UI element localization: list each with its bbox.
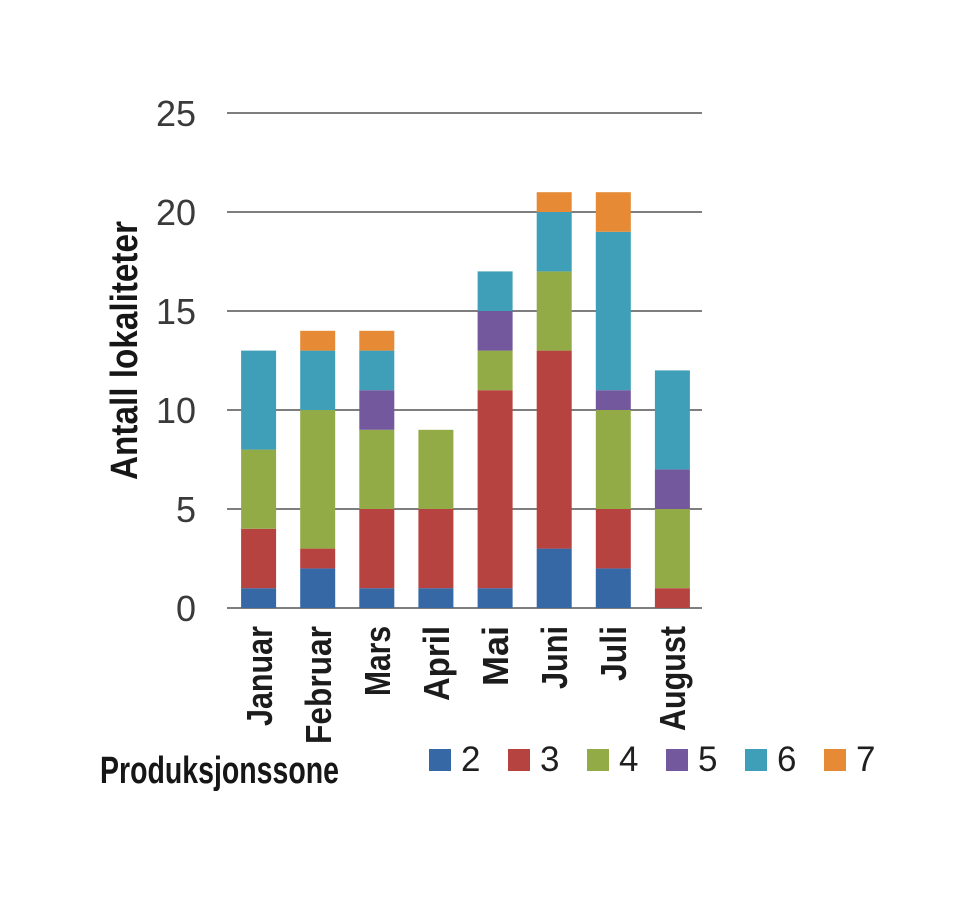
svg-text:25: 25 (156, 93, 196, 134)
svg-text:7: 7 (856, 740, 875, 779)
svg-text:10: 10 (156, 390, 196, 431)
svg-text:20: 20 (156, 192, 196, 233)
svg-text:5: 5 (698, 740, 717, 779)
svg-text:Juni: Juni (534, 626, 575, 689)
svg-text:0: 0 (176, 588, 196, 629)
svg-text:Mai: Mai (475, 626, 516, 686)
svg-text:Antall lokaliteter: Antall lokaliteter (104, 221, 146, 480)
svg-text:15: 15 (156, 291, 196, 332)
svg-text:Juli: Juli (593, 626, 634, 681)
svg-text:6: 6 (777, 740, 796, 779)
svg-text:April: April (416, 626, 457, 701)
svg-text:Produksjonssone: Produksjonssone (100, 750, 339, 792)
svg-text:Mars: Mars (357, 626, 398, 696)
svg-text:August: August (652, 626, 693, 731)
svg-text:Januar: Januar (239, 626, 280, 726)
svg-text:3: 3 (540, 740, 559, 779)
svg-text:2: 2 (461, 740, 480, 779)
svg-text:Februar: Februar (298, 626, 339, 744)
svg-text:5: 5 (176, 489, 196, 530)
svg-text:4: 4 (619, 740, 638, 779)
